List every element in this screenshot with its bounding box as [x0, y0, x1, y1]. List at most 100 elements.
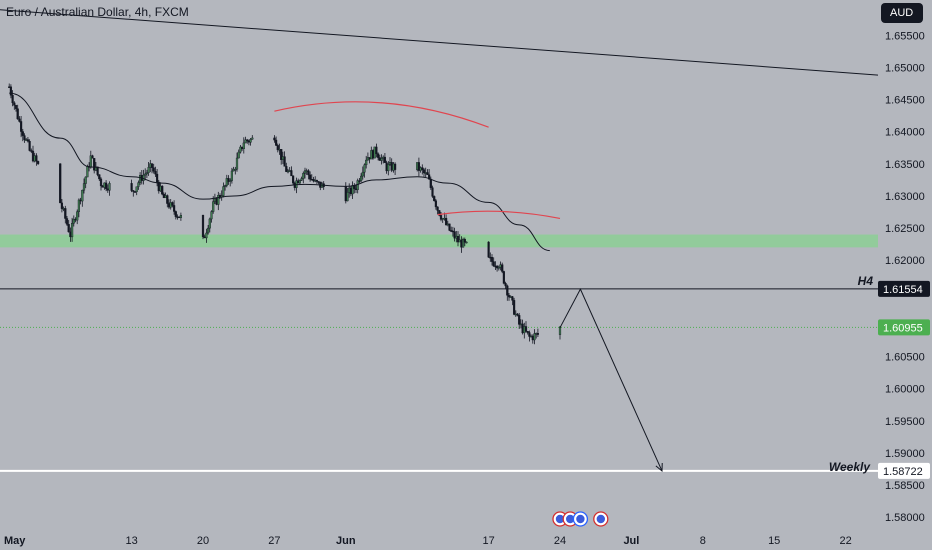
- candle-body: [133, 191, 137, 193]
- y-tick-label: 1.58000: [885, 512, 925, 524]
- candle-body: [135, 186, 138, 192]
- candle-body: [504, 283, 507, 287]
- candle-body: [365, 159, 368, 166]
- candle-body: [506, 285, 509, 296]
- candle-body: [210, 211, 213, 220]
- candle-body: [302, 173, 305, 179]
- x-tick-label: Jul: [623, 535, 639, 547]
- x-tick-label: Jun: [336, 535, 356, 547]
- candle-body: [518, 315, 521, 325]
- candle-body: [309, 174, 312, 180]
- y-tick-label: 1.59000: [885, 448, 925, 460]
- candle-body: [487, 241, 490, 258]
- candle-body: [229, 180, 232, 182]
- plot-area[interactable]: [0, 0, 878, 531]
- y-tick-label: 1.63500: [885, 159, 925, 171]
- candle-body: [456, 236, 460, 243]
- candle-body: [81, 189, 84, 202]
- projection-layer: [559, 287, 663, 473]
- event-flag-icon: [596, 514, 605, 524]
- candle-body: [433, 196, 436, 201]
- candle-body: [166, 195, 169, 204]
- candle-body: [150, 163, 154, 168]
- candle-body: [174, 211, 177, 217]
- h4-level-label: H4: [858, 274, 874, 288]
- trendline-layer: [0, 9, 897, 77]
- candle-body: [290, 170, 293, 177]
- currency-button[interactable]: AUD: [881, 3, 923, 23]
- candle-body: [448, 223, 451, 231]
- candle-body: [154, 171, 157, 175]
- events-layer[interactable]: [552, 511, 609, 527]
- candle-body: [13, 102, 16, 106]
- candle-body: [363, 164, 366, 173]
- x-axis-ticks: May 13 20 27 Jun 17 24 Jul 8 15 22: [4, 535, 852, 547]
- symbol-title: Euro / Australian Dollar, 4h, FXCM: [6, 5, 189, 19]
- resistance-trendline: [0, 9, 897, 77]
- candle-body: [516, 313, 519, 316]
- candle-body: [356, 180, 359, 190]
- candle-body: [14, 105, 18, 109]
- candle-body: [394, 163, 397, 170]
- candle-body: [130, 183, 133, 191]
- candle-body: [283, 156, 286, 167]
- candle-body: [426, 172, 429, 175]
- current-price-tag-label: 1.60955: [883, 322, 923, 334]
- x-tick-label: 13: [125, 535, 137, 547]
- weekly-level-tag-label: 1.58722: [883, 466, 923, 478]
- x-tick-label: 17: [482, 535, 494, 547]
- resistance-arc-2: [437, 210, 561, 220]
- time-axis[interactable]: [0, 531, 932, 550]
- candle-body: [511, 296, 514, 301]
- candle-body: [502, 271, 505, 284]
- x-tick-label: 22: [839, 535, 851, 547]
- candle-body: [20, 121, 23, 132]
- candle-body: [361, 171, 364, 177]
- candle-body: [171, 202, 174, 206]
- candle-body: [235, 157, 239, 170]
- y-tick-label: 1.60000: [885, 384, 925, 396]
- candle-body: [65, 218, 69, 225]
- candle-body: [82, 183, 86, 191]
- candle-body: [161, 185, 164, 195]
- candle-body: [417, 162, 420, 171]
- candle-body: [465, 241, 468, 244]
- candle-body: [439, 215, 443, 220]
- candle-body: [23, 135, 26, 140]
- candle-body: [155, 173, 159, 183]
- x-tick-label: 20: [197, 535, 209, 547]
- candle-body: [205, 232, 208, 239]
- candle-body: [67, 224, 70, 233]
- projection-arrowhead: [655, 462, 663, 473]
- x-tick-label: 15: [768, 535, 780, 547]
- candle-body: [360, 175, 363, 182]
- y-tick-label: 1.63000: [885, 191, 925, 203]
- y-tick-label: 1.62500: [885, 223, 925, 235]
- price-axis[interactable]: [878, 0, 932, 550]
- candle-body: [98, 174, 101, 180]
- candle-body: [172, 205, 176, 212]
- candle-body: [208, 218, 211, 229]
- candle-body: [463, 238, 466, 243]
- event-flag-icon: [555, 514, 565, 524]
- y-tick-label: 1.64500: [885, 95, 925, 107]
- candle-body: [558, 326, 562, 335]
- candle-body: [234, 168, 237, 171]
- candle-body: [383, 156, 386, 163]
- candle-body: [501, 264, 504, 272]
- price-levels-layer: [0, 288, 878, 472]
- candle-body: [276, 145, 279, 151]
- y-tick-label: 1.65000: [885, 62, 925, 74]
- candle-body: [300, 178, 303, 181]
- y-axis-ticks: 1.58000 1.58500 1.59000 1.59500 1.60000 1.605…: [885, 30, 925, 524]
- candle-body: [84, 176, 87, 184]
- candle-body: [16, 108, 19, 120]
- candle-body: [223, 185, 227, 187]
- candle-body: [59, 163, 62, 204]
- candle-body: [18, 118, 21, 122]
- candle-body: [230, 170, 233, 181]
- candle-body: [142, 174, 145, 181]
- candle-body: [237, 151, 240, 159]
